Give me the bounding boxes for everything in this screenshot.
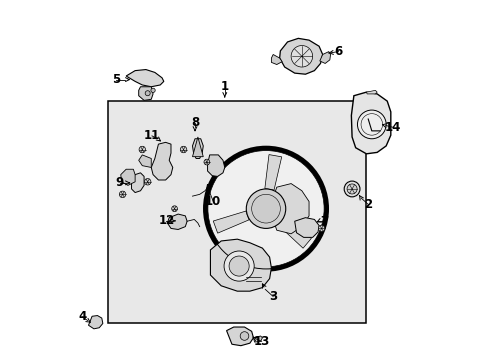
Text: 9: 9 <box>115 176 123 189</box>
Circle shape <box>139 146 145 153</box>
Text: 7: 7 <box>319 215 327 228</box>
Text: 4: 4 <box>78 310 86 324</box>
Circle shape <box>259 202 272 215</box>
Polygon shape <box>264 154 281 190</box>
Polygon shape <box>88 316 102 329</box>
Circle shape <box>228 256 249 276</box>
Polygon shape <box>226 327 253 346</box>
Circle shape <box>180 146 186 153</box>
Polygon shape <box>253 336 262 342</box>
Text: 6: 6 <box>334 45 342 58</box>
Circle shape <box>255 199 276 219</box>
Circle shape <box>290 45 312 67</box>
Circle shape <box>203 159 209 165</box>
Circle shape <box>145 91 150 96</box>
Circle shape <box>251 194 280 223</box>
Polygon shape <box>279 39 322 74</box>
Circle shape <box>318 225 324 231</box>
Circle shape <box>171 206 177 212</box>
Polygon shape <box>207 155 224 176</box>
Polygon shape <box>278 218 311 248</box>
Text: 14: 14 <box>384 121 400 134</box>
Circle shape <box>151 88 155 93</box>
Polygon shape <box>273 184 308 234</box>
Circle shape <box>144 179 151 185</box>
Polygon shape <box>131 173 144 193</box>
Polygon shape <box>139 155 151 167</box>
Circle shape <box>207 150 324 267</box>
Polygon shape <box>351 92 390 154</box>
Text: 13: 13 <box>253 335 269 348</box>
Circle shape <box>344 181 359 197</box>
Text: 8: 8 <box>190 116 199 129</box>
Text: 12: 12 <box>158 215 174 228</box>
Polygon shape <box>192 137 203 157</box>
Circle shape <box>346 184 356 194</box>
Polygon shape <box>210 239 271 291</box>
Polygon shape <box>213 211 248 233</box>
Bar <box>108 101 366 323</box>
Polygon shape <box>151 142 172 180</box>
Polygon shape <box>126 69 163 87</box>
Polygon shape <box>139 87 153 100</box>
Circle shape <box>246 189 285 228</box>
Polygon shape <box>121 169 135 185</box>
Polygon shape <box>167 214 187 229</box>
Text: 3: 3 <box>268 290 277 303</box>
Polygon shape <box>294 218 319 237</box>
Polygon shape <box>271 54 282 64</box>
Text: 1: 1 <box>220 80 228 93</box>
Circle shape <box>119 191 125 198</box>
Text: 2: 2 <box>364 198 371 211</box>
Circle shape <box>240 332 248 340</box>
Text: 10: 10 <box>205 195 221 208</box>
Circle shape <box>254 197 277 221</box>
Text: 11: 11 <box>143 129 160 143</box>
Polygon shape <box>192 139 203 158</box>
Polygon shape <box>319 51 330 63</box>
Text: 5: 5 <box>112 73 121 86</box>
Polygon shape <box>366 90 376 94</box>
Circle shape <box>224 251 254 281</box>
Circle shape <box>357 110 386 139</box>
